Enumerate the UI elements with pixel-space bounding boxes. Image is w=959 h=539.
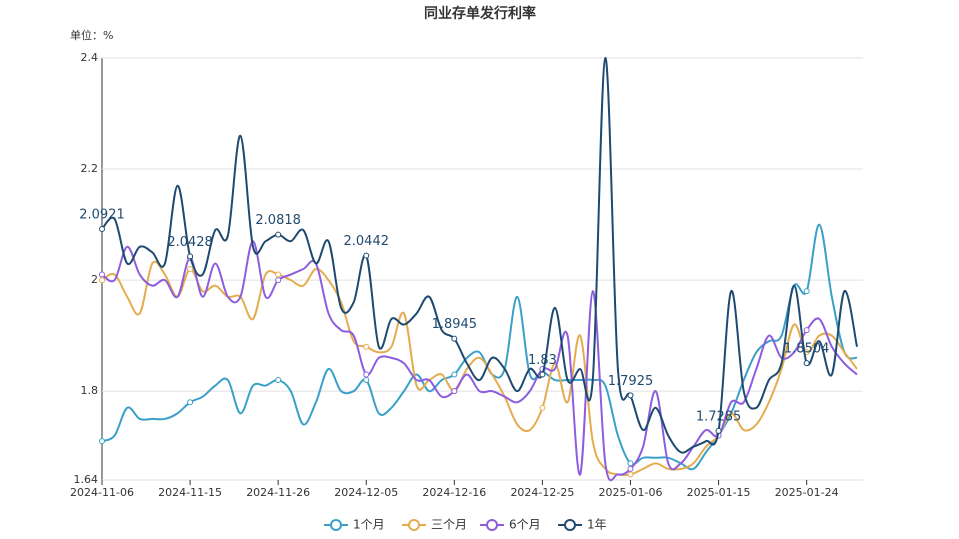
point-marker: [99, 277, 105, 284]
series-line: [101, 223, 858, 471]
x-tick-label: 2024-12-05: [334, 486, 398, 499]
legend-label: 1年: [587, 518, 607, 532]
series-line: [101, 260, 858, 477]
y-tick-label: 2.4: [81, 51, 99, 64]
y-tick-label: 2.2: [81, 162, 99, 175]
unit-label: 单位：%: [70, 28, 113, 42]
point-marker: [275, 271, 282, 278]
point-marker: [627, 460, 634, 467]
legend-marker: [564, 519, 576, 531]
y-tick-label: 1.64: [74, 473, 99, 486]
data-label: 2.0818: [255, 213, 301, 228]
data-label: 1.8945: [432, 317, 478, 332]
y-tick-label: 1.8: [81, 384, 99, 397]
x-tick-label: 2024-12-25: [510, 486, 574, 499]
y-tick-label: 2: [91, 273, 98, 286]
point-marker: [627, 471, 634, 478]
x-tick-label: 2024-11-26: [246, 486, 310, 499]
point-marker: [539, 404, 546, 411]
x-tick-label: 2025-01-15: [687, 486, 751, 499]
point-marker: [627, 465, 634, 472]
legend-label: 1个月: [353, 518, 385, 532]
point-marker: [451, 335, 458, 342]
point-marker: [363, 252, 370, 259]
point-marker: [275, 377, 282, 384]
data-label: 1.8504: [784, 342, 830, 357]
chart-title: 同业存单发行利率: [424, 5, 536, 22]
point-marker: [275, 231, 282, 238]
data-label: 2.0921: [79, 207, 125, 222]
legend-label: 三个月: [431, 518, 467, 532]
x-tick-label: 2025-01-24: [775, 486, 839, 499]
point-marker: [99, 225, 105, 232]
point-marker: [715, 427, 722, 434]
data-label: 2.0442: [344, 234, 390, 249]
x-tick-label: 2025-01-06: [599, 486, 663, 499]
point-marker: [803, 288, 810, 295]
point-marker: [627, 392, 634, 399]
x-tick-label: 2024-12-16: [422, 486, 486, 499]
series-line: [101, 240, 858, 482]
data-label: 2.0428: [167, 235, 213, 250]
data-label: 1.7285: [696, 409, 742, 424]
legend-marker: [408, 519, 420, 531]
point-marker: [363, 377, 370, 384]
data-label: 1.83: [528, 353, 557, 368]
point-marker: [803, 360, 810, 367]
point-marker: [451, 388, 458, 395]
x-tick-label: 2024-11-15: [158, 486, 222, 499]
point-marker: [99, 438, 105, 445]
point-marker: [451, 371, 458, 378]
point-marker: [363, 343, 370, 350]
series-line: [101, 56, 858, 454]
point-marker: [275, 277, 282, 284]
point-marker: [187, 253, 194, 260]
legend-marker: [486, 519, 498, 531]
point-marker: [99, 271, 105, 278]
point-marker: [803, 327, 810, 334]
point-marker: [187, 266, 194, 272]
data-label: 1.7925: [608, 374, 654, 389]
point-marker: [539, 371, 546, 378]
point-marker: [187, 399, 194, 406]
legend-label: 6个月: [509, 518, 541, 532]
legend-marker: [330, 519, 342, 531]
x-tick-label: 2024-11-06: [70, 486, 134, 499]
point-marker: [363, 371, 370, 378]
